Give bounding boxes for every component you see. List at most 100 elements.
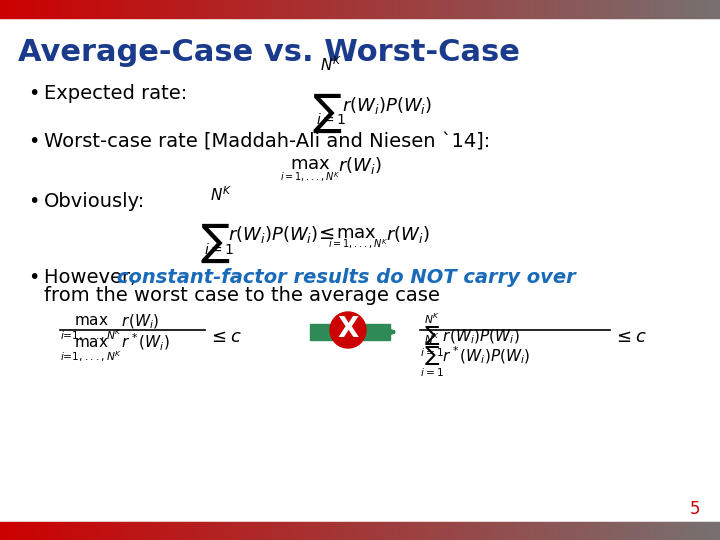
Bar: [520, 522, 521, 540]
Bar: [488, 0, 489, 18]
Bar: [610, 522, 611, 540]
Bar: [106, 522, 107, 540]
Bar: [283, 522, 284, 540]
Bar: [510, 0, 511, 18]
Bar: [133, 522, 134, 540]
Bar: [34, 0, 35, 18]
Bar: [689, 522, 690, 540]
Bar: [95, 522, 96, 540]
Bar: [489, 0, 490, 18]
Bar: [320, 522, 321, 540]
Bar: [84, 522, 85, 540]
Bar: [509, 0, 510, 18]
Bar: [167, 0, 168, 18]
Bar: [575, 0, 576, 18]
Bar: [81, 522, 82, 540]
Bar: [131, 0, 132, 18]
Bar: [39, 0, 40, 18]
Bar: [428, 522, 429, 540]
Bar: [659, 0, 660, 18]
Bar: [677, 0, 678, 18]
Bar: [705, 0, 706, 18]
Bar: [367, 0, 368, 18]
Bar: [384, 0, 385, 18]
Bar: [614, 522, 615, 540]
Bar: [426, 522, 427, 540]
Bar: [456, 522, 457, 540]
Bar: [10, 0, 11, 18]
Bar: [534, 0, 535, 18]
Bar: [313, 522, 314, 540]
Bar: [633, 0, 634, 18]
Bar: [103, 522, 104, 540]
Bar: [23, 522, 24, 540]
Bar: [199, 0, 200, 18]
Bar: [298, 522, 299, 540]
Bar: [193, 0, 194, 18]
Text: $N^K$: $N^K$: [320, 55, 342, 74]
Bar: [247, 0, 248, 18]
Bar: [205, 0, 206, 18]
Bar: [396, 522, 397, 540]
Bar: [360, 522, 361, 540]
Bar: [31, 0, 32, 18]
Bar: [611, 0, 612, 18]
Bar: [120, 522, 121, 540]
Bar: [487, 522, 488, 540]
Bar: [592, 0, 593, 18]
Bar: [133, 0, 134, 18]
Bar: [107, 0, 108, 18]
Bar: [205, 522, 206, 540]
Text: $r(W_i)P(W_i)$: $r(W_i)P(W_i)$: [342, 95, 433, 116]
Bar: [182, 522, 183, 540]
Bar: [230, 522, 231, 540]
Bar: [556, 0, 557, 18]
Bar: [512, 0, 513, 18]
Bar: [698, 0, 699, 18]
Bar: [604, 522, 605, 540]
Bar: [153, 522, 154, 540]
Bar: [702, 522, 703, 540]
Bar: [325, 522, 326, 540]
Bar: [210, 522, 211, 540]
Bar: [159, 522, 160, 540]
Bar: [647, 0, 648, 18]
Bar: [557, 0, 558, 18]
Bar: [165, 0, 166, 18]
Bar: [589, 0, 590, 18]
Bar: [140, 0, 141, 18]
Bar: [616, 0, 617, 18]
Bar: [287, 0, 288, 18]
Bar: [589, 522, 590, 540]
Bar: [6, 0, 7, 18]
Bar: [548, 522, 549, 540]
Bar: [356, 0, 357, 18]
Bar: [440, 522, 441, 540]
Bar: [381, 522, 382, 540]
Bar: [21, 522, 22, 540]
Bar: [245, 522, 246, 540]
Bar: [409, 0, 410, 18]
Text: •: •: [28, 132, 40, 151]
Bar: [478, 522, 479, 540]
Bar: [109, 0, 110, 18]
Bar: [224, 522, 225, 540]
Bar: [546, 0, 547, 18]
Bar: [646, 0, 647, 18]
Bar: [212, 0, 213, 18]
Bar: [2, 0, 3, 18]
Bar: [643, 522, 644, 540]
Bar: [523, 522, 524, 540]
Bar: [609, 0, 610, 18]
Bar: [158, 0, 159, 18]
Bar: [233, 0, 234, 18]
Bar: [574, 522, 575, 540]
Bar: [439, 0, 440, 18]
Bar: [83, 0, 84, 18]
Text: $\sum_{i=1}^{N^K} r^*(W_i)P(W_i)$: $\sum_{i=1}^{N^K} r^*(W_i)P(W_i)$: [420, 332, 531, 380]
Bar: [369, 522, 370, 540]
Bar: [160, 522, 161, 540]
Bar: [708, 522, 709, 540]
Bar: [704, 522, 705, 540]
Bar: [661, 0, 662, 18]
